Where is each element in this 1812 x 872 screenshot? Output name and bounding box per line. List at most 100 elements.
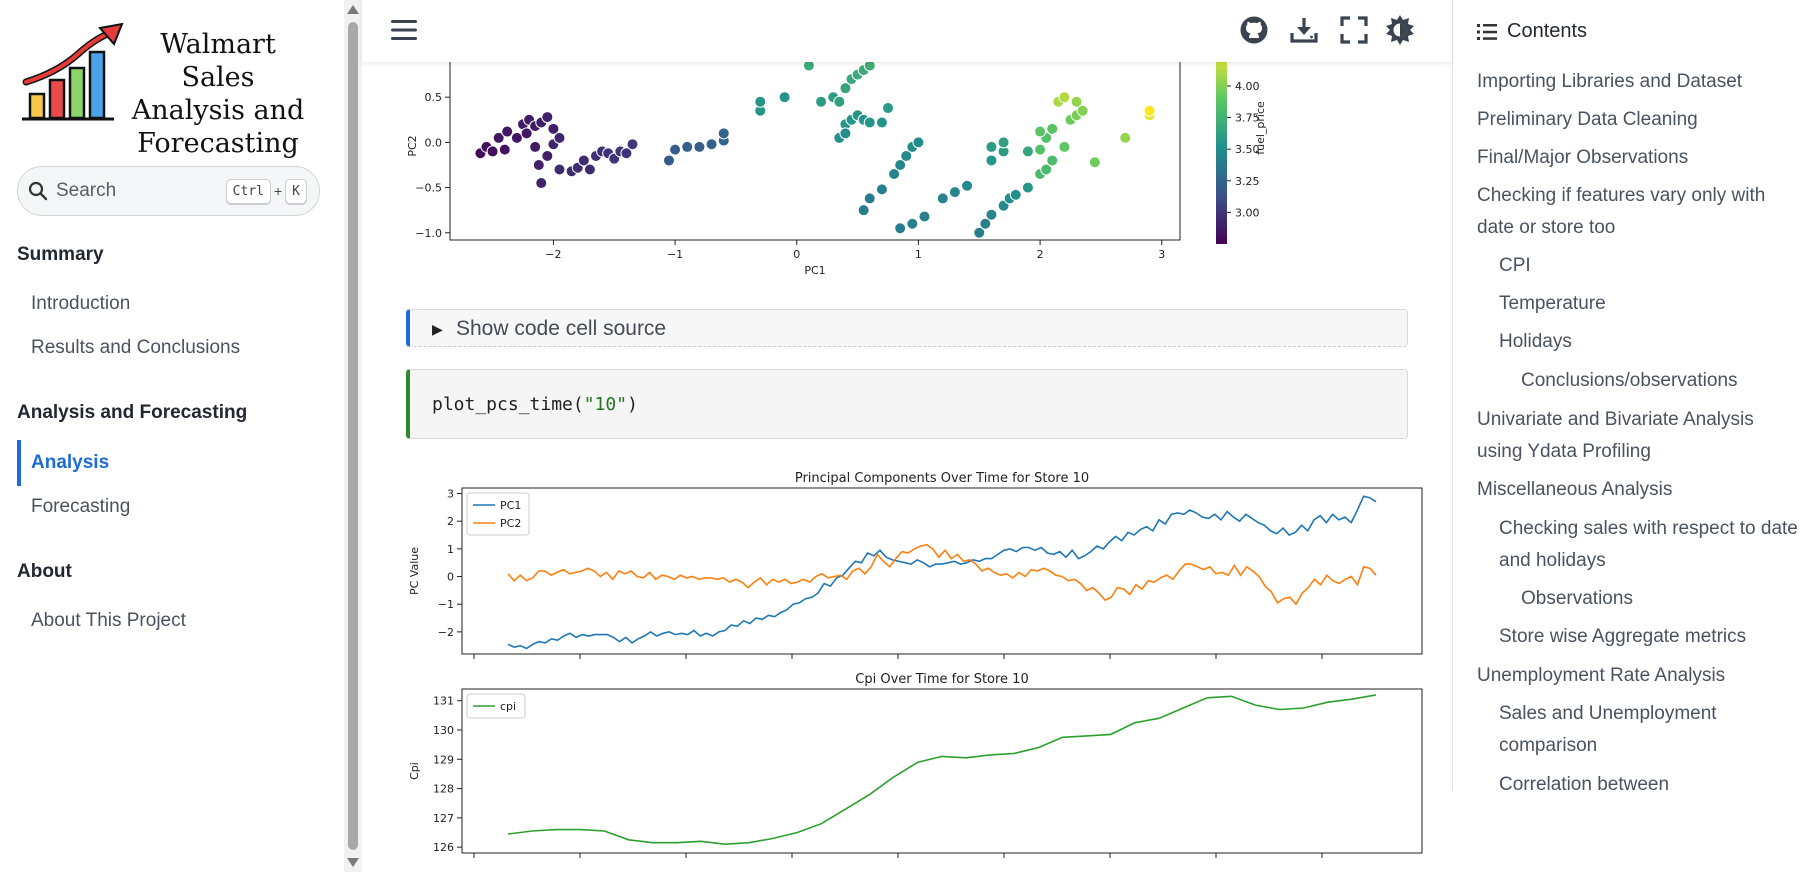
legend-box: [466, 492, 530, 536]
logo-text[interactable]: Walmart Sales Analysis and Forecasting: [131, 29, 305, 159]
scatter-point: [1034, 143, 1047, 156]
colorbar-tick-label: 4.00: [1235, 80, 1260, 93]
toc-item[interactable]: Store wise Aggregate metrics: [1499, 626, 1747, 647]
scatter-point: [583, 163, 596, 176]
scatter-point: [906, 217, 919, 230]
toc-item[interactable]: Correlation between: [1499, 774, 1670, 790]
scatter-point: [961, 179, 974, 192]
scatter-point: [669, 143, 682, 156]
scatter-point: [1058, 140, 1071, 153]
scatter-point: [863, 116, 876, 129]
scatter-point: [1040, 163, 1053, 176]
toc-item[interactable]: Conclusions/observations: [1521, 370, 1738, 391]
scatter-point: [985, 154, 998, 167]
scatter-point: [985, 208, 998, 221]
download-icon[interactable]: [1286, 12, 1322, 48]
toc-item[interactable]: Holidays: [1499, 331, 1572, 352]
scatter-point: [717, 127, 730, 140]
scatter-point: [894, 158, 907, 171]
toc-item[interactable]: Univariate and Bivariate Analysis using …: [1477, 409, 1754, 462]
kbd-plus: +: [273, 183, 283, 199]
scroll-thumb[interactable]: [348, 22, 358, 850]
x-axis-label: PC1: [804, 264, 825, 277]
series-line-pc1: [507, 495, 1377, 650]
expand-triangle-icon: ▶: [432, 321, 443, 337]
kbd-k: K: [285, 178, 307, 204]
sidebar-scrollbar[interactable]: [344, 0, 362, 872]
scatter-point: [620, 147, 633, 160]
scatter-point: [833, 95, 846, 108]
scatter-point: [486, 145, 499, 158]
scatter-point: [1088, 156, 1101, 169]
scatter-point: [705, 138, 718, 151]
scatter-point: [535, 177, 548, 190]
show-code-label: Show code cell source: [456, 317, 667, 340]
scatter-point: [532, 158, 545, 171]
scatter-point: [863, 192, 876, 205]
nav-caption-about: About: [17, 561, 72, 582]
left-sidebar: Walmart Sales Analysis and Forecasting S…: [0, 0, 344, 872]
scatter-point: [1070, 95, 1083, 108]
toc-item[interactable]: CPI: [1499, 255, 1531, 276]
list-icon: [1477, 23, 1497, 40]
scatter-point: [839, 127, 852, 140]
chart-title: Cpi Over Time for Store 10: [855, 672, 1028, 687]
y-tick-label: 0: [447, 571, 454, 584]
scatter-point: [547, 122, 560, 135]
y-tick-label: −0.5: [415, 182, 442, 195]
y-tick-label: 128: [433, 783, 454, 796]
scatter-point: [894, 222, 907, 235]
scatter-point: [985, 140, 998, 153]
scatter-point: [577, 154, 590, 167]
scatter-point: [1021, 181, 1034, 194]
y-tick-label: −1: [438, 598, 454, 611]
fullscreen-icon[interactable]: [1336, 12, 1372, 48]
nav-link-forecasting[interactable]: Forecasting: [31, 496, 131, 517]
x-tick-label: 2: [1037, 248, 1044, 261]
toc-item[interactable]: Checking sales with respect to date and …: [1499, 518, 1798, 571]
scatter-point: [1058, 91, 1071, 104]
scatter-point: [888, 168, 901, 181]
nav-link-introduction[interactable]: Introduction: [31, 293, 131, 314]
colorbar-tick-label: 3.50: [1235, 143, 1260, 156]
toc-item[interactable]: Checking if features vary only with date…: [1477, 185, 1766, 238]
y-axis-label: Cpi: [408, 762, 421, 780]
scatter-point: [754, 95, 767, 108]
series-line-cpi: [507, 694, 1377, 846]
legend-label-cpi: cpi: [500, 700, 516, 713]
toc-item[interactable]: Temperature: [1499, 293, 1606, 314]
show-code-toggle[interactable]: ▶ Show code cell source: [406, 309, 1408, 347]
theme-toggle-icon[interactable]: [1382, 12, 1418, 48]
toc-item[interactable]: Final/Major Observations: [1477, 147, 1689, 168]
chart-title: Principal Components Over Time for Store…: [795, 471, 1089, 486]
y-tick-label: 0.0: [425, 136, 443, 149]
toc-item[interactable]: Sales and Unemployment comparison: [1499, 703, 1717, 756]
x-tick-label: 1: [915, 248, 922, 261]
nav-link-results[interactable]: Results and Conclusions: [31, 337, 241, 358]
nav-link-analysis[interactable]: Analysis: [31, 452, 110, 473]
legend-label-pc1: PC1: [500, 499, 521, 512]
scatter-point: [979, 217, 992, 230]
scatter-point: [973, 226, 986, 239]
plot-frame: [461, 688, 1423, 854]
scroll-up-arrow-icon[interactable]: [347, 5, 359, 14]
scatter-point: [882, 102, 894, 115]
nav-link-about-project[interactable]: About This Project: [31, 610, 186, 631]
code-cell[interactable]: plot_pcs_time("10"): [406, 369, 1408, 439]
menu-icon[interactable]: [386, 12, 422, 48]
scatter-point: [1046, 122, 1059, 135]
y-axis-label: PC Value: [408, 547, 421, 595]
toc-item[interactable]: Preliminary Data Cleaning: [1477, 109, 1698, 130]
toc-item[interactable]: Observations: [1521, 588, 1633, 609]
scatter-point: [839, 82, 852, 95]
search-button[interactable]: Search Ctrl + K: [17, 166, 320, 216]
toc-item[interactable]: Importing Libraries and Dataset: [1477, 71, 1743, 92]
toc-item[interactable]: Unemployment Rate Analysis: [1477, 665, 1726, 686]
github-icon[interactable]: [1236, 12, 1272, 48]
scatter-point: [510, 131, 523, 144]
y-tick-label: 127: [433, 812, 454, 825]
toc-item[interactable]: Miscellaneous Analysis: [1477, 479, 1673, 500]
scroll-down-arrow-icon[interactable]: [347, 858, 359, 867]
y-tick-label: 0.5: [425, 91, 443, 104]
scatter-point: [1119, 131, 1132, 144]
